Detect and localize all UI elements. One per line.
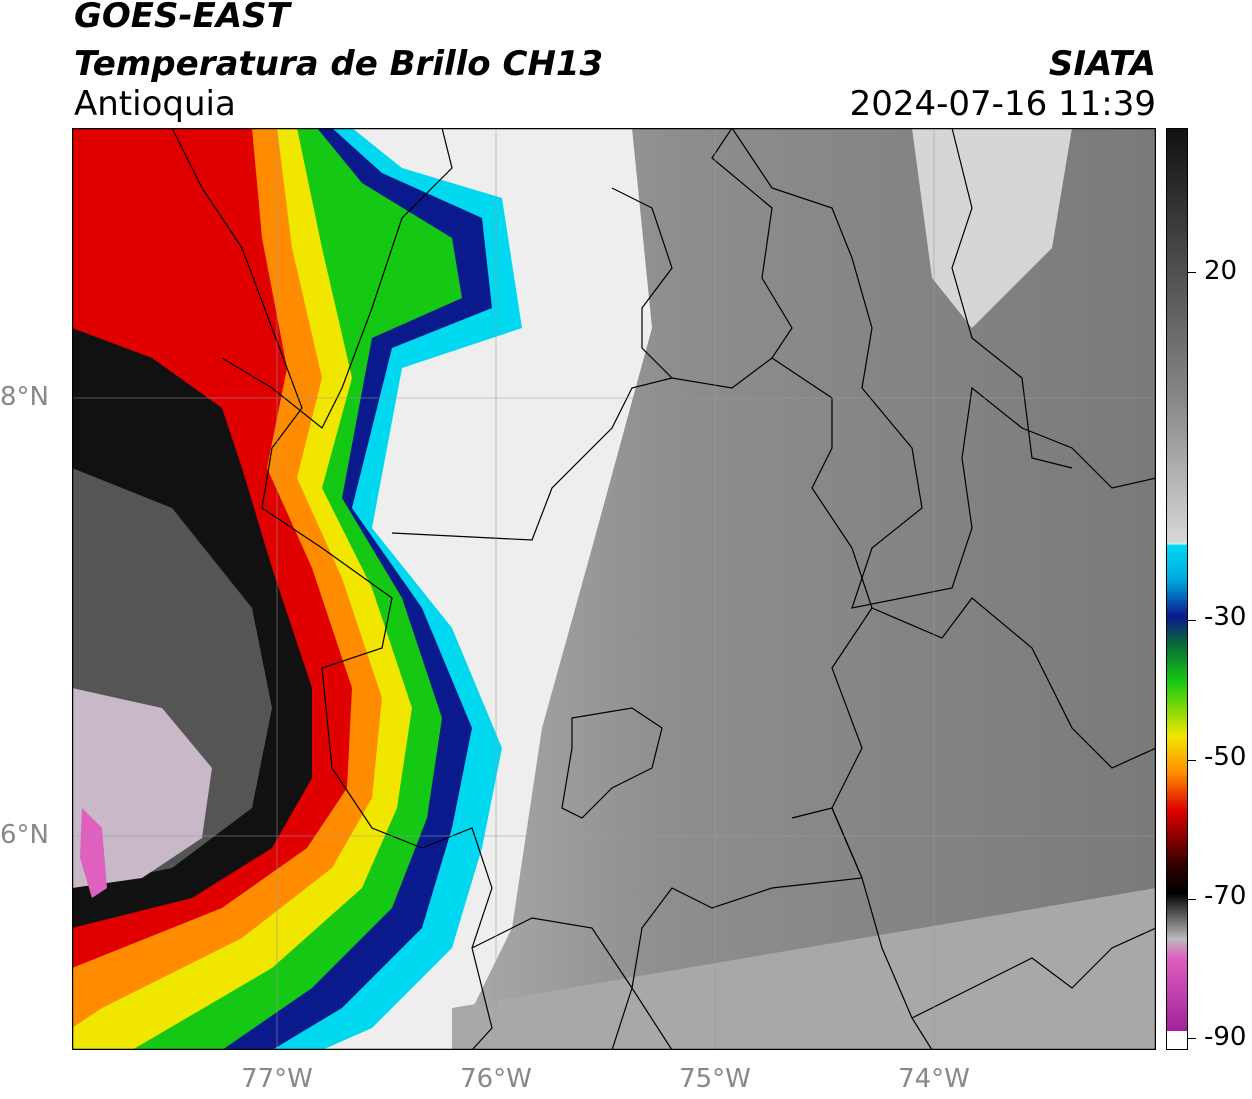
graticule [72, 128, 1156, 1050]
satellite-title: GOES-EAST [74, 0, 290, 36]
cbar-label-minus70: -70 [1204, 881, 1247, 911]
political-borders [171, 128, 1156, 1050]
lower-gray-region [452, 888, 1156, 1050]
lon-label-76w: 76°W [460, 1064, 532, 1094]
cbar-label-minus50: -50 [1204, 742, 1247, 772]
organization-label: SIATA [1048, 44, 1156, 84]
colorbar [1166, 128, 1188, 1050]
lon-label-74w: 74°W [898, 1064, 970, 1094]
satellite-map [72, 128, 1156, 1050]
bright-cloud-patch [912, 128, 1072, 328]
cbar-tick-20 [1188, 272, 1196, 273]
cbar-tick-minus50 [1188, 760, 1196, 761]
map-frame [72, 128, 1156, 1050]
cbar-label-minus90: -90 [1204, 1022, 1247, 1052]
cbar-tick-minus70 [1188, 899, 1196, 900]
lon-label-77w: 77°W [241, 1064, 313, 1094]
timestamp-label: 2024-07-16 11:39 [849, 84, 1156, 124]
cbar-label-20: 20 [1204, 256, 1238, 286]
cbar-tick-minus30 [1188, 620, 1196, 621]
light-core [72, 688, 212, 888]
lat-label-6n: 6°N [0, 820, 49, 850]
pink-core [80, 808, 107, 898]
cbar-tick-minus90 [1188, 1038, 1196, 1039]
region-title: Antioquia [74, 84, 236, 124]
product-title: Temperatura de Brillo CH13 [74, 44, 604, 84]
cbar-label-minus30: -30 [1204, 602, 1247, 632]
lon-label-75w: 75°W [679, 1064, 751, 1094]
lat-label-8n: 8°N [0, 382, 49, 412]
